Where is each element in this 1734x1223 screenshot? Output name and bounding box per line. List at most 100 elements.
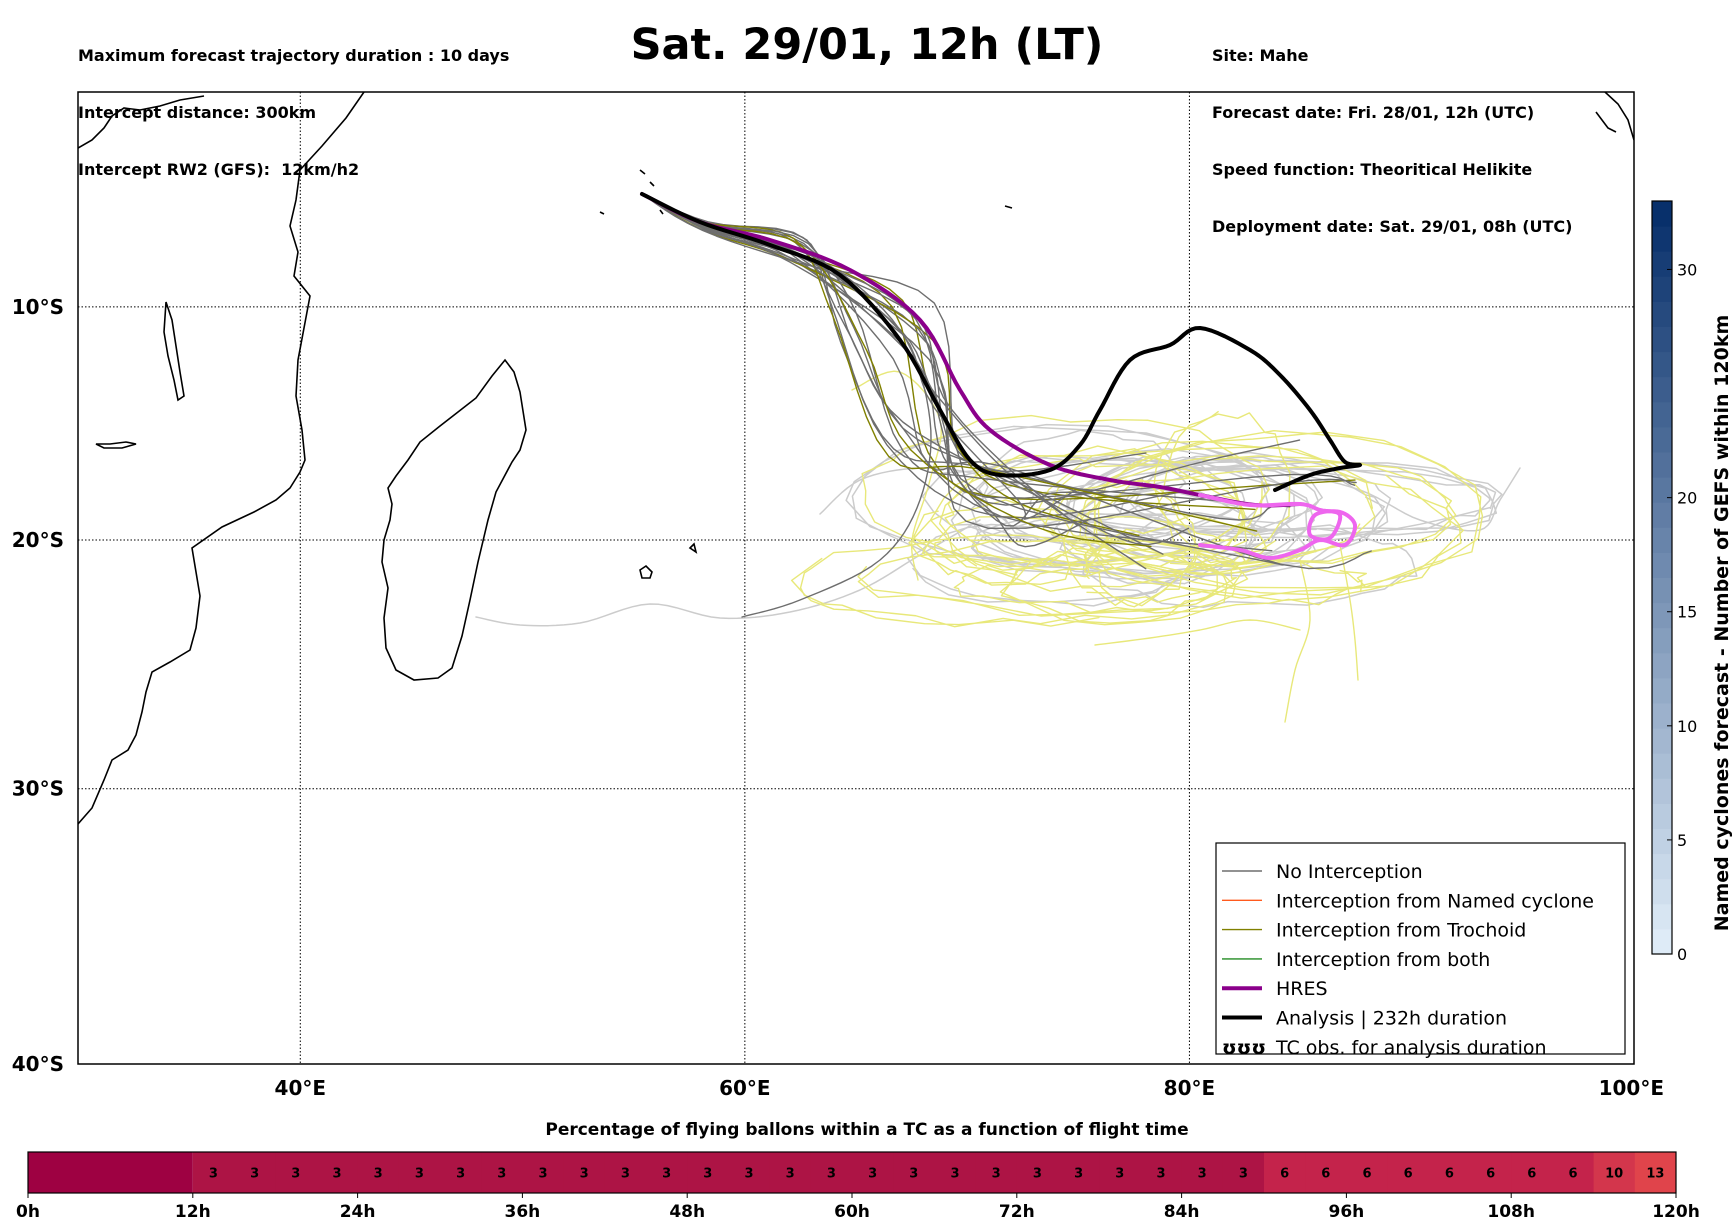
lake-victoria-coastline xyxy=(95,441,137,449)
lat-label: 10°S xyxy=(12,295,64,319)
lat-label: 30°S xyxy=(12,777,64,801)
no-interception-track xyxy=(641,193,1284,566)
flight-bin xyxy=(1428,1152,1471,1193)
site-text: Site: Mahe xyxy=(1212,46,1309,65)
flight-hour-label: 96h xyxy=(1329,1202,1365,1222)
colorbar-frame xyxy=(1651,200,1673,955)
cyclone-symbol-icon: ʊʊʊ xyxy=(1222,1037,1266,1059)
colorbar-segment xyxy=(1652,703,1672,729)
flight-bin xyxy=(563,1152,606,1193)
flight-bin xyxy=(234,1152,276,1193)
flight-bin xyxy=(604,1152,647,1193)
flight-bin xyxy=(1099,1152,1141,1193)
page-title: Sat. 29/01, 12h (LT) xyxy=(630,20,1104,70)
colorbar-segment xyxy=(1652,577,1672,604)
flight-bin xyxy=(769,1152,812,1193)
flight-bin-value: 6 xyxy=(1527,1167,1536,1182)
intercept-rw2-text: Intercept RW2 (GFS): 12km/h2 xyxy=(78,160,360,179)
flight-bin xyxy=(1470,1152,1512,1193)
mauritius-coastline xyxy=(639,564,653,579)
flight-hour-label: 0h xyxy=(16,1202,40,1222)
trajectory-layer xyxy=(475,192,1521,723)
flight-bin xyxy=(1264,1152,1306,1193)
colorbar-segment xyxy=(1652,878,1672,905)
ensemble-track-yellow xyxy=(1339,544,1359,681)
flight-bin xyxy=(1140,1152,1183,1193)
colorbar-segment xyxy=(1652,527,1672,553)
reunion-coastline xyxy=(688,542,698,554)
ensemble-track-yellow xyxy=(790,534,1219,628)
colorbar-tick-label: 10 xyxy=(1677,717,1697,736)
colorbar-segment xyxy=(1652,502,1672,528)
no-interception-track xyxy=(641,193,1164,555)
flight-bin-value: 6 xyxy=(1568,1167,1577,1182)
flight-bin xyxy=(1552,1152,1595,1193)
ensemble-track-light xyxy=(950,448,1387,579)
flight-bin-value: 6 xyxy=(1486,1167,1495,1182)
flight-bin xyxy=(357,1152,400,1193)
header-right-info: Site: Mahe Forecast date: Fri. 28/01, 12… xyxy=(1212,8,1572,255)
intercept-distance-text: Intercept distance: 300km xyxy=(78,103,317,122)
flight-bin xyxy=(934,1152,977,1193)
flight-bin xyxy=(398,1152,441,1193)
flight-bin-value: 3 xyxy=(703,1167,712,1182)
flight-bin-value: 3 xyxy=(209,1167,218,1182)
colorbar-segment xyxy=(1652,452,1672,478)
flight-bin-value: 3 xyxy=(1239,1167,1248,1182)
colorbar-segment xyxy=(1652,753,1672,779)
colorbar-segment xyxy=(1652,552,1672,578)
flight-hour-label: 48h xyxy=(669,1202,705,1222)
flight-bin xyxy=(1593,1152,1636,1193)
flight-bin-value: 3 xyxy=(538,1167,547,1182)
trochoid-track xyxy=(641,193,1152,548)
flight-bin-value: 3 xyxy=(786,1167,795,1182)
flight-bin xyxy=(1222,1152,1265,1193)
colorbar-tick-label: 20 xyxy=(1677,489,1697,508)
ensemble-track-yellow xyxy=(1054,454,1457,569)
colorbar-tick-label: 0 xyxy=(1677,945,1687,964)
flight-bin-value: 3 xyxy=(1074,1167,1083,1182)
lon-label: 80°E xyxy=(1164,1076,1216,1100)
colorbar-segment xyxy=(1652,803,1672,829)
colorbar-segment xyxy=(1652,853,1672,880)
flight-bin-value: 3 xyxy=(1198,1167,1207,1182)
graticule xyxy=(78,92,1634,1064)
flight-hour-label: 12h xyxy=(175,1202,211,1222)
tc-observation-track xyxy=(1198,493,1358,560)
ensemble-track-yellow xyxy=(1035,440,1376,576)
ensemble-track-yellow xyxy=(1284,559,1311,723)
flight-bin-value: 3 xyxy=(662,1167,671,1182)
coastlines xyxy=(78,92,1634,825)
flight-bin-value: 3 xyxy=(621,1167,630,1182)
flight-bin xyxy=(192,1152,235,1193)
ensemble-track-yellow xyxy=(1079,465,1465,602)
flight-bin-value: 6 xyxy=(1404,1167,1413,1182)
ensemble-track-light xyxy=(475,519,981,627)
flight-bin-value: 3 xyxy=(291,1167,300,1182)
flight-time-title: Percentage of flying ballons within a TC… xyxy=(545,1120,1189,1140)
flight-bin xyxy=(893,1152,935,1193)
flight-hour-label: 24h xyxy=(340,1202,376,1222)
ensemble-track-yellow xyxy=(999,547,1236,626)
colorbar-segment xyxy=(1652,301,1672,327)
flight-bin xyxy=(522,1152,565,1193)
colorbar-segment xyxy=(1652,351,1672,378)
colorbar-segment xyxy=(1652,602,1672,629)
flight-hour-label: 120h xyxy=(1652,1202,1700,1222)
africa-coastline xyxy=(78,92,365,825)
no-interception-track xyxy=(641,193,1357,529)
flight-bin-value: 3 xyxy=(250,1167,259,1182)
seychelles-islands xyxy=(599,169,1013,215)
no-interception-track xyxy=(641,193,1372,570)
colorbar-segment xyxy=(1652,477,1672,503)
ensemble-track-light xyxy=(845,423,1270,568)
lon-label: 100°E xyxy=(1599,1076,1664,1100)
flight-bin-value: 13 xyxy=(1646,1167,1664,1182)
colorbar-segment xyxy=(1652,201,1672,227)
flight-bin xyxy=(1016,1152,1059,1193)
flight-bin-value: 6 xyxy=(1280,1167,1289,1182)
lon-label: 40°E xyxy=(275,1076,327,1100)
colorbar-segment xyxy=(1652,903,1672,930)
flight-bin xyxy=(440,1152,482,1193)
flight-bin-value: 3 xyxy=(580,1167,589,1182)
